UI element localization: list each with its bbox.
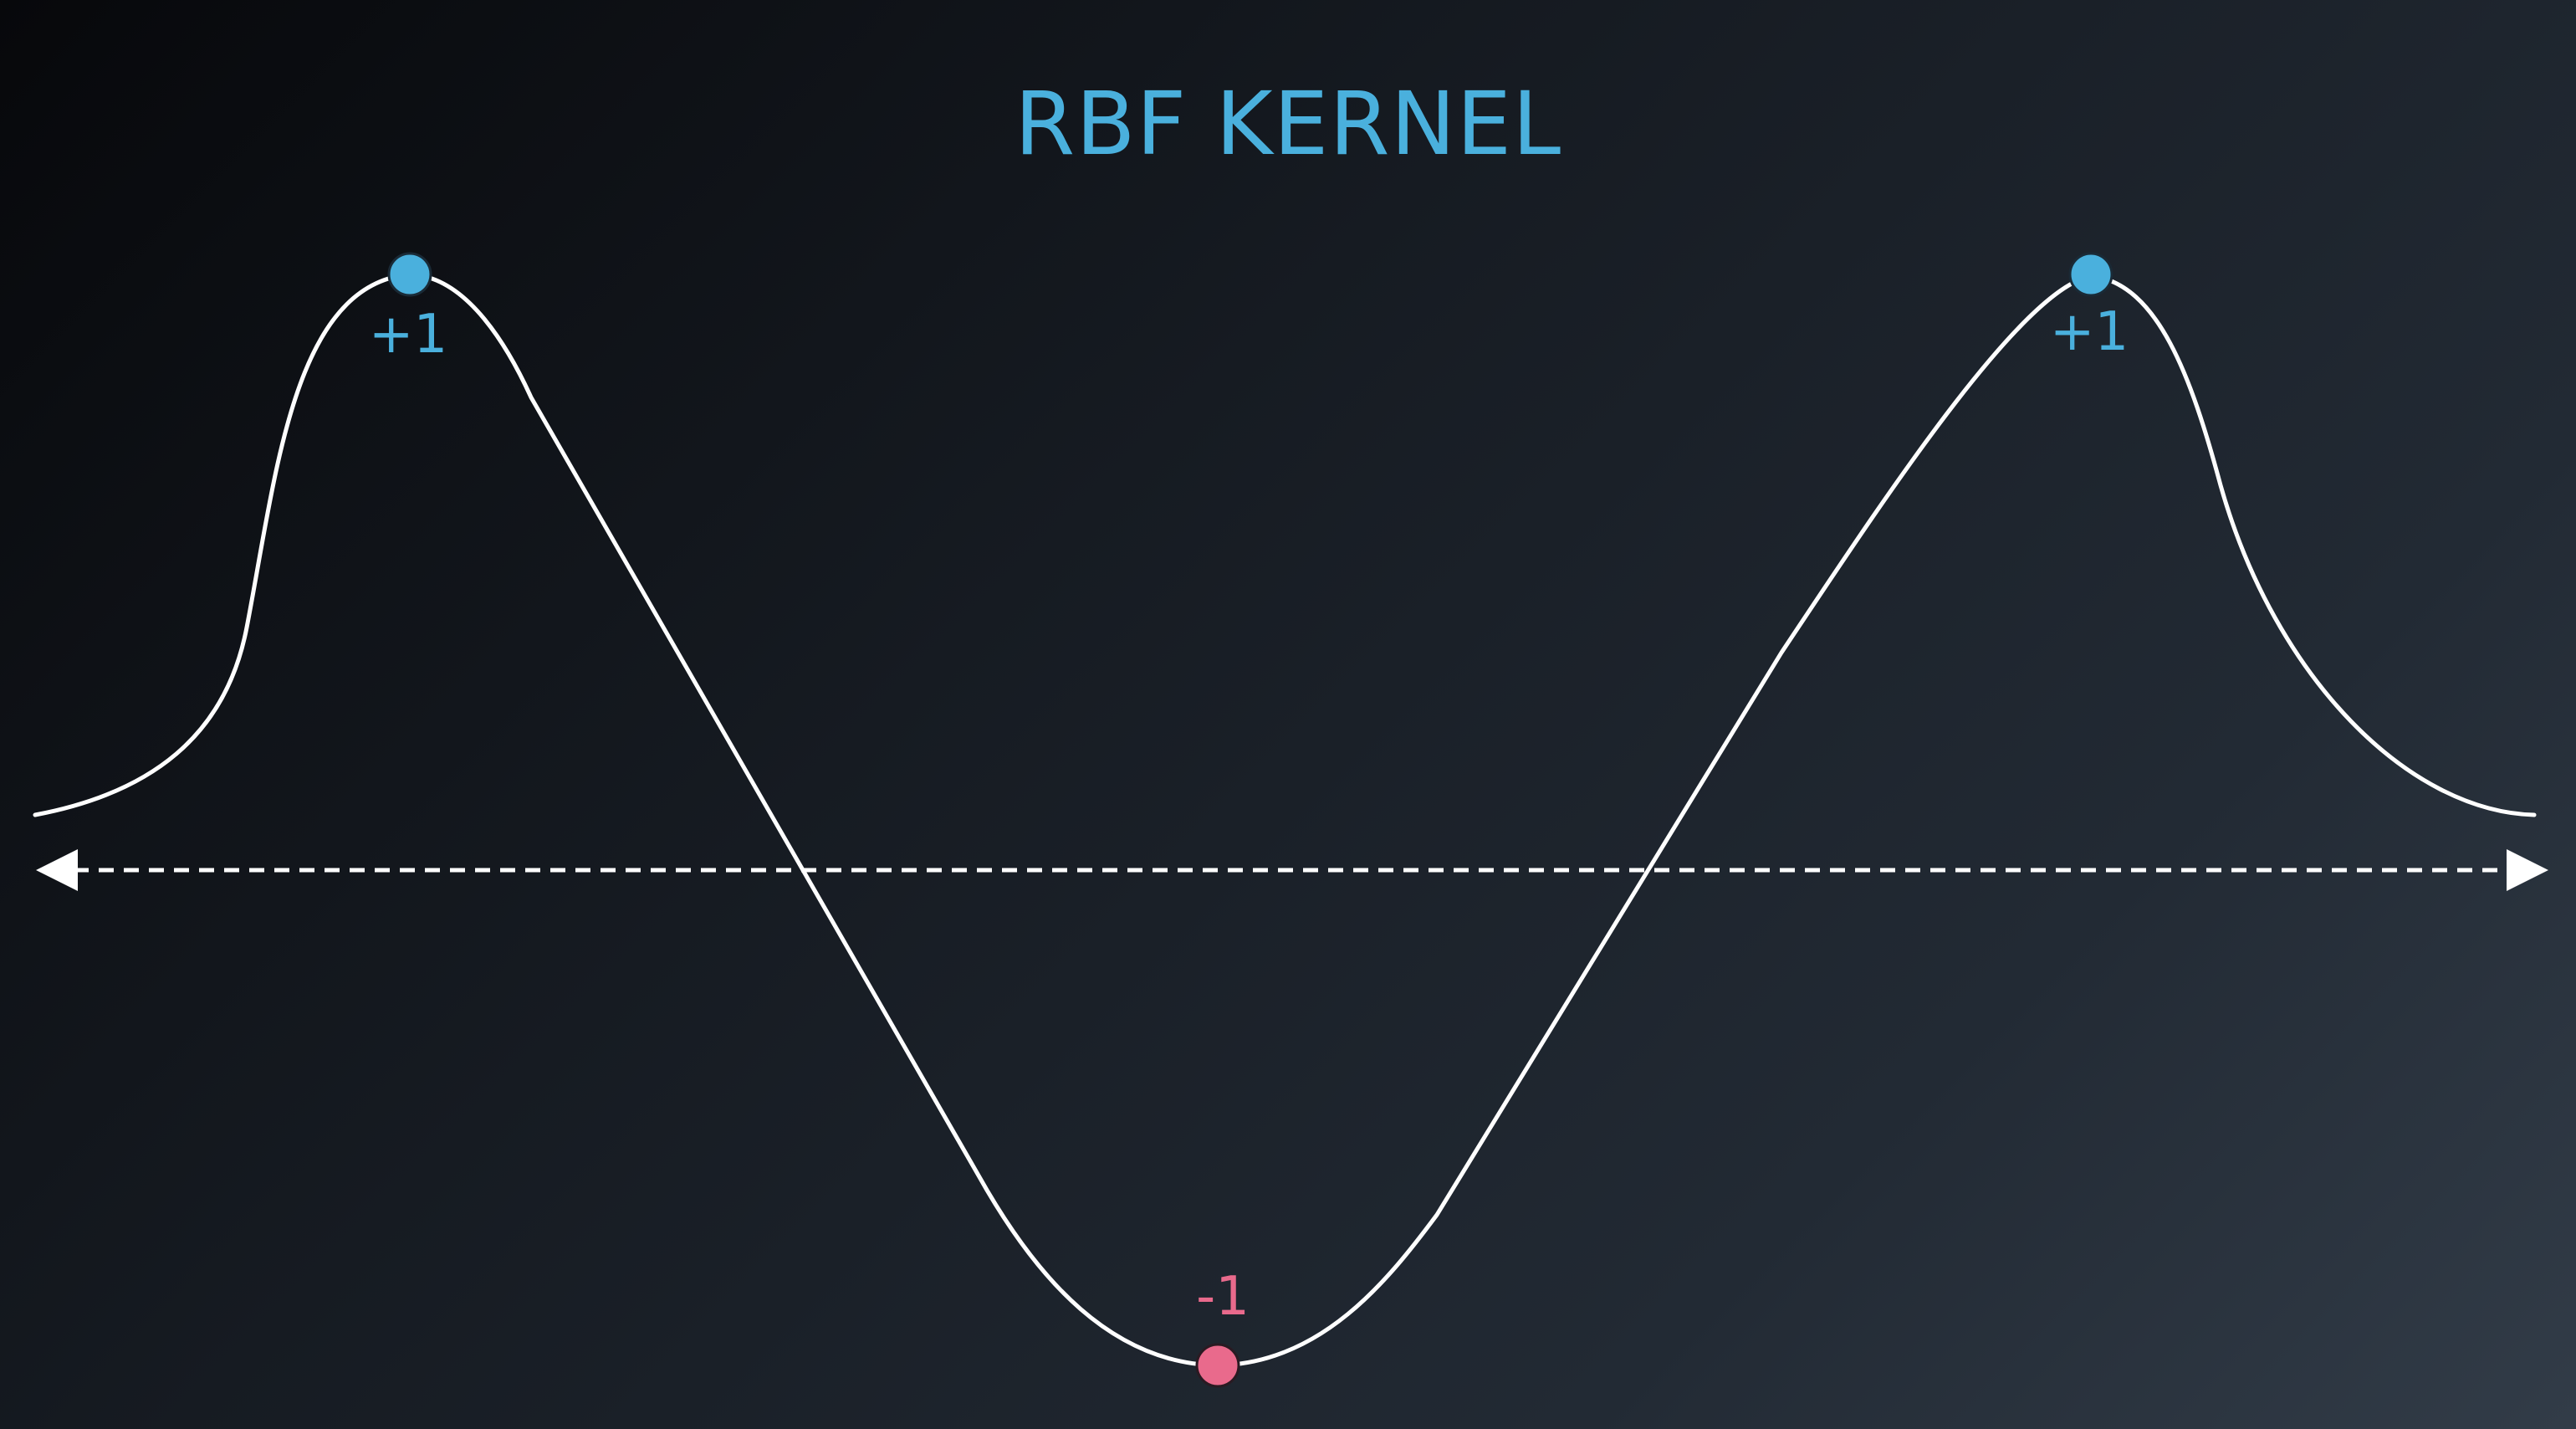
diagram-title: RBF KERNEL <box>1014 73 1562 175</box>
point-label-center: -1 <box>1196 1266 1250 1328</box>
kernel-curve <box>33 272 2537 1368</box>
positive-point-right <box>2068 252 2113 297</box>
point-label-right: +1 <box>2049 301 2129 363</box>
point-label-left: +1 <box>368 304 448 366</box>
positive-point-left <box>387 252 432 297</box>
negative-point-center <box>1195 1343 1240 1388</box>
